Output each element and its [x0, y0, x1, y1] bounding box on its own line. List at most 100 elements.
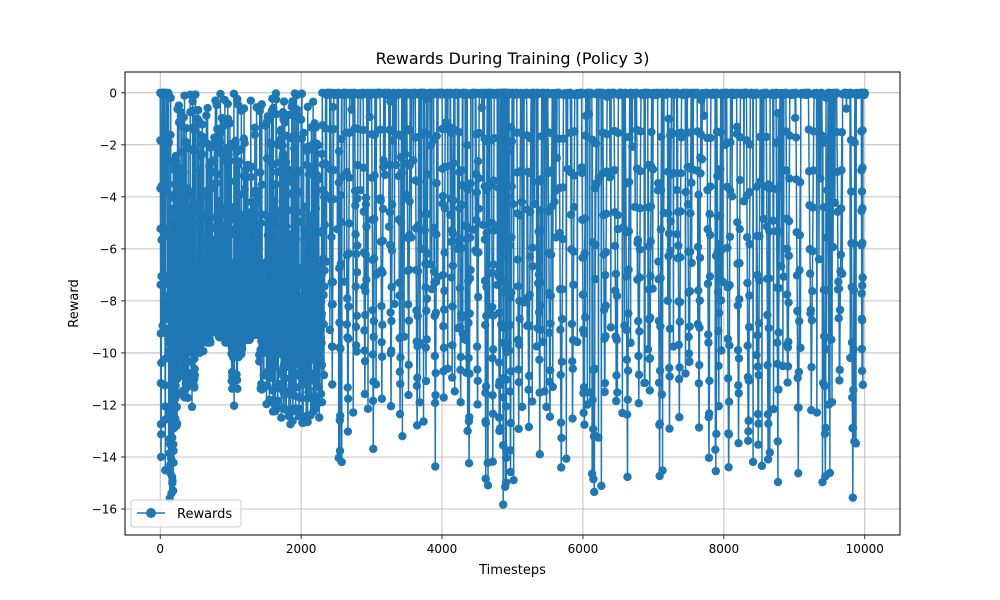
- rewards-point: [160, 381, 170, 390]
- rewards-point: [546, 319, 555, 328]
- rewards-point: [526, 134, 536, 143]
- rewards-point: [198, 120, 207, 129]
- rewards-point: [465, 274, 475, 283]
- rewards-point: [396, 379, 405, 389]
- rewards-point: [569, 280, 578, 290]
- rewards-point: [377, 301, 386, 311]
- rewards-point: [526, 207, 535, 217]
- rewards-point: [214, 197, 224, 206]
- rewards-point: [735, 224, 744, 234]
- rewards-point: [785, 174, 794, 183]
- rewards-point: [172, 419, 182, 428]
- rewards-point: [226, 202, 235, 211]
- rewards-point: [317, 338, 326, 348]
- rewards-point: [573, 337, 582, 347]
- rewards-point: [161, 178, 171, 188]
- rewards-point: [828, 242, 838, 252]
- rewards-point: [606, 323, 616, 332]
- rewards-point: [683, 200, 693, 209]
- rewards-point: [636, 167, 645, 176]
- rewards-point: [646, 313, 655, 322]
- rewards-point: [360, 346, 369, 355]
- rewards-point: [347, 105, 356, 114]
- rewards-point: [370, 214, 379, 223]
- rewards-point: [557, 463, 566, 472]
- rewards-point: [431, 368, 440, 378]
- rewards-point: [816, 174, 825, 183]
- rewards-point: [281, 374, 290, 383]
- rewards-point: [368, 396, 378, 405]
- rewards-point: [369, 444, 378, 454]
- rewards-point: [542, 402, 551, 412]
- plot-series-rewards: [156, 88, 869, 509]
- rewards-point: [774, 328, 783, 337]
- rewards-point: [568, 414, 577, 423]
- rewards-point: [430, 398, 440, 408]
- rewards-point: [301, 348, 310, 357]
- rewards-point: [336, 173, 346, 182]
- rewards-point: [190, 202, 200, 211]
- rewards-point: [795, 265, 804, 275]
- rewards-point: [401, 150, 410, 159]
- rewards-point: [657, 132, 666, 142]
- rewards-point: [591, 139, 601, 148]
- rewards-point: [624, 309, 633, 318]
- rewards-point: [656, 185, 666, 195]
- rewards-point: [379, 162, 388, 172]
- rewards-point: [432, 178, 441, 188]
- rewards-point: [489, 176, 499, 185]
- rewards-point: [284, 166, 293, 176]
- rewards-point: [362, 222, 371, 231]
- rewards-point: [321, 159, 330, 168]
- rewards-point: [695, 253, 705, 263]
- rewards-point: [764, 274, 774, 283]
- rewards-point: [558, 234, 567, 244]
- rewards-point: [681, 187, 690, 197]
- rewards-point: [447, 273, 456, 282]
- rewards-point: [276, 302, 285, 312]
- rewards-point: [464, 353, 473, 363]
- rewards-point: [827, 397, 837, 407]
- rewards-point: [762, 132, 771, 142]
- rewards-point: [714, 308, 724, 318]
- rewards-point: [745, 187, 755, 197]
- rewards-point: [782, 166, 791, 175]
- legend-label-rewards: Rewards: [177, 507, 232, 522]
- rewards-point: [613, 210, 622, 220]
- rewards-point: [223, 99, 232, 109]
- rewards-point: [664, 114, 673, 123]
- rewards-point: [317, 309, 327, 318]
- rewards-point: [187, 402, 197, 412]
- rewards-point: [623, 410, 632, 419]
- rewards-point: [557, 314, 567, 324]
- rewards-point: [754, 440, 763, 449]
- rewards-point: [857, 187, 867, 196]
- rewards-point: [457, 200, 466, 209]
- rewards-point: [505, 320, 515, 330]
- rewards-point: [849, 385, 858, 395]
- rewards-point: [388, 136, 397, 145]
- rewards-point: [190, 364, 199, 374]
- rewards-point: [271, 95, 281, 104]
- rewards-point: [526, 168, 535, 178]
- rewards-point: [663, 296, 672, 305]
- rewards-point: [457, 313, 466, 322]
- rewards-point: [300, 202, 309, 211]
- rewards-point: [513, 282, 523, 291]
- rewards-point: [423, 209, 432, 219]
- rewards-point: [611, 269, 621, 279]
- rewards-point: [342, 320, 352, 329]
- rewards-point: [725, 280, 734, 290]
- rewards-point: [505, 387, 515, 396]
- rewards-point: [272, 109, 281, 119]
- rewards-point: [376, 196, 385, 205]
- rewards-point: [656, 273, 665, 283]
- rewards-point: [422, 249, 432, 258]
- rewards-point: [547, 129, 557, 138]
- rewards-point: [361, 200, 371, 209]
- rewards-point: [775, 135, 784, 145]
- rewards-point: [281, 158, 291, 167]
- rewards-point: [269, 215, 279, 224]
- rewards-point: [723, 374, 733, 383]
- rewards-point: [685, 357, 694, 366]
